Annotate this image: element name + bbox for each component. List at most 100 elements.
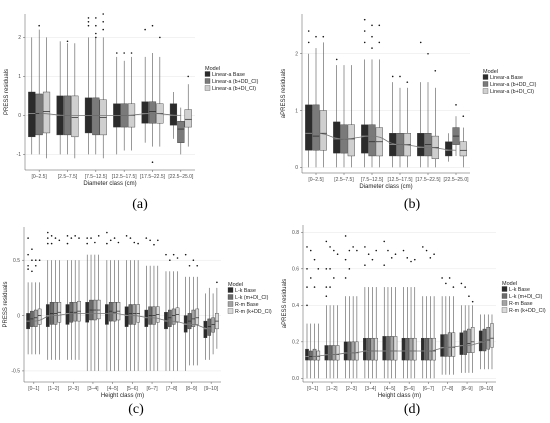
y-tick-label: 0.5 bbox=[13, 258, 20, 264]
outlier-point bbox=[306, 268, 308, 270]
y-axis-title: aPRESS residuals bbox=[282, 279, 288, 328]
outlier-point bbox=[27, 237, 29, 239]
outlier-point bbox=[192, 259, 195, 262]
box-iqr bbox=[366, 337, 371, 361]
legend-swatch bbox=[204, 85, 211, 91]
y-tick-label: 1 bbox=[295, 108, 298, 114]
outlier-point bbox=[348, 268, 351, 270]
box-iqr bbox=[128, 304, 133, 325]
box-1 bbox=[382, 240, 386, 379]
legend-title: Model bbox=[205, 66, 220, 72]
outlier-point bbox=[125, 235, 128, 237]
box-iqr bbox=[96, 299, 101, 320]
x-tick-label: [0–1] bbox=[307, 386, 319, 392]
y-tick-label: 0.6 bbox=[292, 267, 299, 273]
box-iqr bbox=[108, 302, 113, 322]
outlier-point bbox=[144, 28, 146, 31]
x-tick-label: [5–6] bbox=[127, 386, 139, 392]
outlier-point bbox=[433, 253, 435, 256]
box-iqr bbox=[444, 334, 448, 357]
outlier-point bbox=[27, 264, 29, 267]
panel-label: (a) bbox=[132, 197, 148, 212]
box-iqr bbox=[168, 309, 172, 327]
box-2 bbox=[424, 52, 432, 168]
box-iqr bbox=[482, 328, 487, 352]
y-tick-label: -1 bbox=[17, 152, 22, 158]
box-3 bbox=[93, 241, 97, 371]
trend-line bbox=[33, 312, 212, 330]
outlier-point bbox=[391, 75, 394, 78]
outlier-point bbox=[333, 249, 335, 252]
box-iqr bbox=[112, 302, 117, 322]
panel-label: (c) bbox=[128, 402, 144, 417]
outlier-point bbox=[315, 35, 317, 38]
outlier-point bbox=[34, 264, 37, 267]
legend-swatch bbox=[501, 293, 508, 299]
x-tick-label: [7–8] bbox=[442, 386, 454, 392]
outlier-point bbox=[445, 282, 447, 285]
outlier-point bbox=[46, 237, 49, 239]
outlier-point bbox=[378, 24, 381, 27]
legend-swatch bbox=[482, 88, 489, 94]
outlier-point bbox=[97, 235, 100, 237]
outlier-point bbox=[95, 36, 97, 39]
box-iqr bbox=[312, 104, 320, 151]
outlier-point bbox=[54, 237, 57, 239]
outlier-point bbox=[133, 241, 136, 244]
outlier-point bbox=[462, 115, 465, 118]
outlier-point bbox=[27, 268, 29, 270]
outlier-point bbox=[66, 235, 69, 237]
legend-swatch bbox=[204, 78, 211, 84]
outlier-point bbox=[364, 264, 366, 266]
outlier-point bbox=[109, 239, 112, 242]
legend-entry: L-k Base bbox=[509, 287, 530, 293]
outlier-point bbox=[427, 52, 429, 55]
box-2 bbox=[328, 246, 332, 379]
x-tick-label: [0–1] bbox=[28, 386, 40, 392]
box-2 bbox=[482, 314, 487, 370]
x-tick-label: [2–3] bbox=[68, 386, 80, 392]
outlier-point bbox=[410, 260, 412, 263]
x-tick-label: [12.5–17.5] bbox=[387, 177, 413, 183]
x-tick-label: [2.5–7.5] bbox=[334, 177, 354, 183]
outlier-point bbox=[394, 253, 397, 256]
box-1 bbox=[144, 237, 149, 371]
outlier-point bbox=[419, 41, 422, 44]
y-tick-label: 0.0 bbox=[292, 376, 299, 382]
y-axis-title: PRESS residuals bbox=[4, 69, 10, 115]
box-iqr bbox=[445, 141, 453, 157]
outlier-point bbox=[322, 35, 325, 38]
chart-panel-0: -1 0 1 2 [0–2.5] [2.5–7.5] [7.5–12.5] [12.5–17.… bbox=[4, 13, 259, 212]
trend-line bbox=[312, 341, 487, 357]
box-iqr bbox=[305, 104, 313, 151]
box-iqr bbox=[368, 124, 376, 157]
x-tick-label: [4–5] bbox=[107, 386, 119, 392]
outlier-point bbox=[102, 21, 104, 23]
box-2 bbox=[89, 237, 93, 371]
outlier-point bbox=[78, 237, 80, 239]
outlier-point bbox=[429, 257, 432, 259]
outlier-point bbox=[344, 235, 347, 237]
box-2 bbox=[444, 282, 448, 375]
box-iqr bbox=[211, 317, 215, 333]
outlier-point bbox=[325, 295, 328, 297]
outlier-point bbox=[151, 24, 154, 27]
plot-area bbox=[302, 14, 470, 173]
outlier-point bbox=[187, 75, 189, 78]
plot-area bbox=[303, 225, 496, 382]
outlier-point bbox=[38, 259, 41, 262]
outlier-point bbox=[50, 235, 53, 237]
y-tick-label: 0.4 bbox=[292, 303, 299, 309]
box-2 bbox=[108, 239, 113, 371]
outlier-point bbox=[38, 24, 40, 27]
outlier-point bbox=[137, 242, 139, 245]
outlier-point bbox=[307, 41, 310, 44]
box-iqr bbox=[316, 350, 321, 361]
x-axis-title: Diameter class (cm) bbox=[359, 184, 412, 190]
x-tick-label: [17.5–22.5] bbox=[415, 177, 441, 183]
legend-entry: L-k (m+DI_CI) bbox=[235, 295, 269, 301]
legend-title: Model bbox=[483, 69, 498, 75]
outlier-point bbox=[356, 249, 358, 252]
outlier-point bbox=[66, 40, 69, 43]
